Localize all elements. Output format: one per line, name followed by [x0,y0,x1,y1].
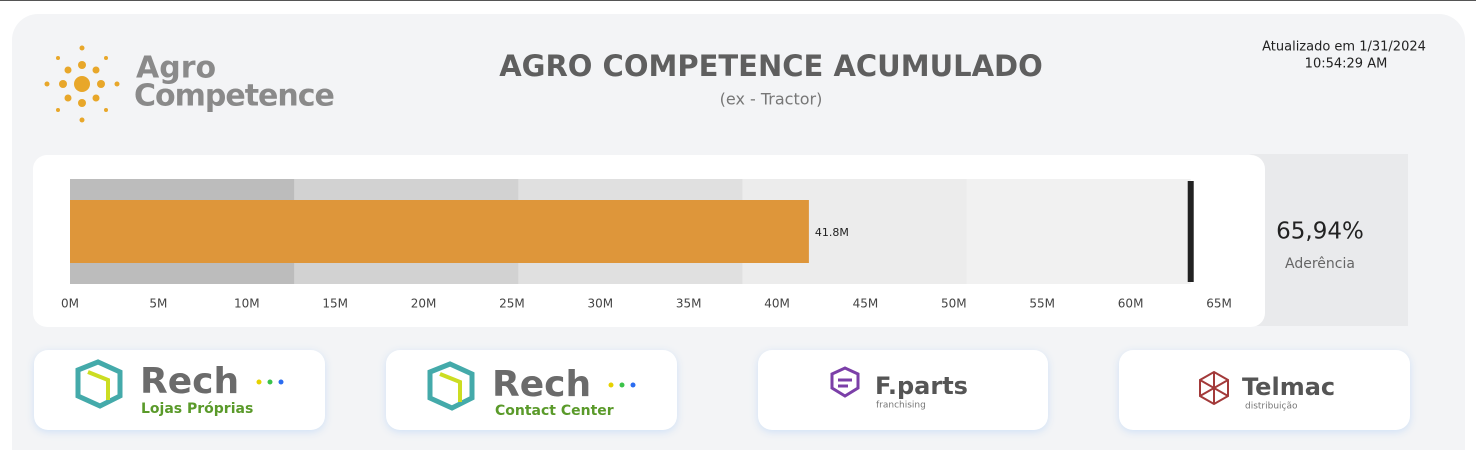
x-tick-label: 0M [61,297,79,311]
kpi-panel [1240,154,1408,326]
card[interactable]: Rech Lojas Próprias [34,350,325,430]
card-sub: Contact Center [495,403,614,419]
card-sub: distribuição [1245,402,1298,412]
telmac-icon [1199,370,1229,406]
logo-text: Competence [134,79,334,114]
title: AGRO COMPETENCE ACUMULADO [499,49,1043,83]
x-tick-label: 15M [322,297,348,311]
x-tick-label: 55M [1029,297,1055,311]
logo-icon [44,45,120,123]
target-marker [1187,181,1194,282]
card-sub: Lojas Próprias [141,401,253,417]
subtitle: (ex - Tractor) [720,90,823,109]
bullet-chart: 0M 5M 10M 15M 20M 25M 30M 35M 40M 45M 50M 55M 60M 65M… [61,179,1232,311]
rech-icon [427,361,475,411]
x-tick-label: 50M [941,297,967,311]
rech-icon [75,359,123,409]
kpi-label: Aderência [1285,256,1355,272]
card[interactable]: F.parts franchising [758,350,1048,430]
kpi-value: 65,94% [1276,219,1364,245]
card-name: Telmac [1242,373,1335,401]
logo-text: Agro [136,51,216,86]
x-tick-label: 30M [587,297,613,311]
updated-time: 10:54:29 AM [1305,57,1388,72]
x-tick-label: 35M [676,297,702,311]
card-name: Rech [492,364,591,405]
fparts-icon [830,366,860,398]
x-tick-label: 10M [234,297,260,311]
x-tick-label: 20M [411,297,437,311]
card-sub: franchising [876,401,926,411]
bar [70,200,809,263]
card-name: Rech [140,361,239,402]
x-tick-label: 45M [853,297,879,311]
card[interactable]: Rech Contact Center [386,350,677,430]
data-label: 41.8M [815,226,849,239]
card[interactable]: Telmac distribuição [1119,350,1410,430]
x-tick-label: 25M [499,297,525,311]
x-tick-label: 5M [149,297,167,311]
x-tick-label: 65M [1206,297,1232,311]
x-tick-label: 40M [764,297,790,311]
card-name: F.parts [875,372,968,400]
updated-label: Atualizado em 1/31/2024 [1262,40,1426,55]
x-tick-label: 60M [1118,297,1144,311]
